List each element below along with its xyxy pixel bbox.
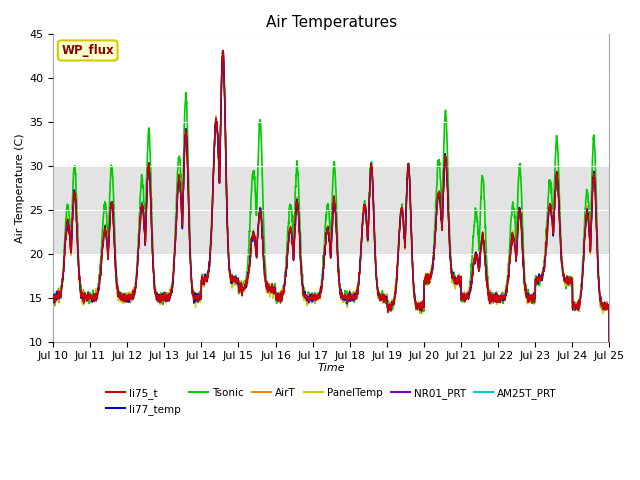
AM25T_PRT bbox=[348, 296, 355, 302]
li77_temp bbox=[348, 297, 355, 302]
Tsonic bbox=[493, 297, 501, 302]
li77_temp bbox=[605, 427, 613, 433]
Line: li77_temp: li77_temp bbox=[53, 50, 609, 430]
AirT bbox=[557, 236, 564, 241]
Line: Tsonic: Tsonic bbox=[53, 51, 609, 430]
PanelTemp bbox=[360, 208, 367, 214]
AM25T_PRT bbox=[204, 269, 212, 275]
Line: PanelTemp: PanelTemp bbox=[53, 53, 609, 430]
AirT bbox=[348, 292, 355, 298]
AM25T_PRT bbox=[572, 301, 580, 307]
X-axis label: Time: Time bbox=[317, 363, 345, 373]
NR01_PRT bbox=[605, 427, 613, 432]
AM25T_PRT bbox=[360, 209, 367, 215]
Tsonic bbox=[572, 302, 580, 308]
NR01_PRT bbox=[219, 49, 227, 55]
NR01_PRT bbox=[360, 211, 367, 216]
Text: WP_flux: WP_flux bbox=[61, 44, 114, 57]
NR01_PRT bbox=[49, 298, 57, 304]
PanelTemp bbox=[49, 298, 57, 303]
Title: Air Temperatures: Air Temperatures bbox=[266, 15, 397, 30]
li77_temp bbox=[557, 234, 564, 240]
li75_t bbox=[572, 301, 580, 307]
Legend: li75_t, li77_temp, Tsonic, AirT, PanelTemp, NR01_PRT, AM25T_PRT: li75_t, li77_temp, Tsonic, AirT, PanelTe… bbox=[102, 384, 561, 419]
AirT bbox=[605, 424, 613, 430]
Tsonic bbox=[204, 272, 212, 278]
li75_t bbox=[360, 209, 367, 215]
Line: li75_t: li75_t bbox=[53, 51, 609, 430]
AirT bbox=[49, 299, 57, 304]
li77_temp bbox=[493, 297, 501, 303]
PanelTemp bbox=[493, 298, 501, 304]
PanelTemp bbox=[572, 301, 580, 307]
Bar bbox=[53, 166, 609, 254]
li75_t bbox=[348, 293, 355, 299]
AirT bbox=[360, 208, 367, 214]
Line: NR01_PRT: NR01_PRT bbox=[53, 52, 609, 430]
AM25T_PRT bbox=[493, 297, 501, 302]
li75_t bbox=[49, 295, 57, 301]
NR01_PRT bbox=[493, 297, 501, 303]
AM25T_PRT bbox=[557, 238, 564, 243]
Line: AirT: AirT bbox=[53, 50, 609, 427]
li77_temp bbox=[219, 48, 227, 53]
li75_t bbox=[219, 48, 227, 54]
li75_t bbox=[557, 237, 564, 243]
NR01_PRT bbox=[572, 301, 580, 307]
AirT bbox=[493, 297, 501, 303]
PanelTemp bbox=[219, 50, 227, 56]
li75_t bbox=[204, 270, 212, 276]
Tsonic bbox=[220, 48, 227, 54]
li77_temp bbox=[204, 274, 212, 279]
Line: AM25T_PRT: AM25T_PRT bbox=[53, 51, 609, 429]
PanelTemp bbox=[557, 237, 564, 242]
Tsonic bbox=[360, 204, 367, 210]
NR01_PRT bbox=[204, 270, 212, 276]
li75_t bbox=[605, 427, 613, 432]
Tsonic bbox=[557, 227, 564, 233]
NR01_PRT bbox=[557, 237, 564, 243]
li77_temp bbox=[572, 303, 580, 309]
AM25T_PRT bbox=[49, 298, 57, 303]
AirT bbox=[219, 48, 227, 53]
PanelTemp bbox=[605, 427, 613, 432]
li75_t bbox=[493, 299, 501, 305]
AM25T_PRT bbox=[605, 426, 613, 432]
Tsonic bbox=[605, 427, 613, 432]
AirT bbox=[204, 271, 212, 277]
NR01_PRT bbox=[348, 296, 355, 301]
li77_temp bbox=[360, 209, 367, 215]
Tsonic bbox=[49, 293, 57, 299]
AM25T_PRT bbox=[219, 48, 227, 54]
Y-axis label: Air Temperature (C): Air Temperature (C) bbox=[15, 133, 25, 242]
PanelTemp bbox=[348, 292, 355, 298]
Tsonic bbox=[348, 294, 355, 300]
AirT bbox=[572, 301, 580, 307]
li77_temp bbox=[49, 296, 57, 301]
PanelTemp bbox=[204, 270, 212, 276]
